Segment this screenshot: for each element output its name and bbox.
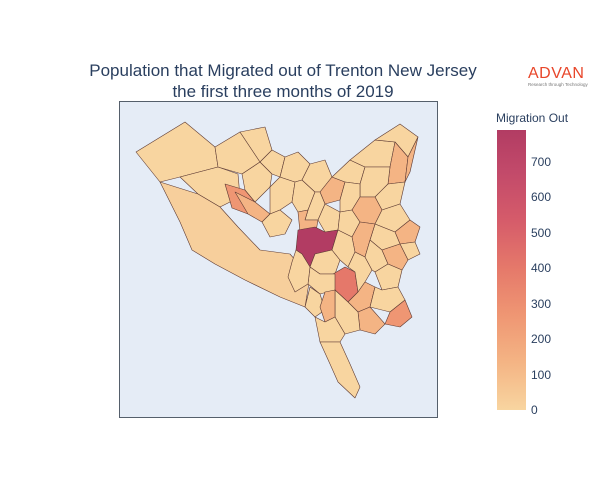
chart-title-line1: Population that Migrated out of Trenton … [89,61,477,80]
tract-north-7[interactable] [404,136,419,183]
tract-southeast-3[interactable] [384,299,413,328]
tract-north-4[interactable] [349,139,396,168]
tract-southwest-3[interactable] [319,289,336,323]
logo-tagline: Research through Technology [528,82,588,87]
colorbar-tick-label: 600 [531,190,552,205]
tract-south-7[interactable] [374,263,403,291]
choropleth-map[interactable] [120,102,439,419]
advan-logo: ADVAN Research through Technology [528,66,594,88]
colorbar-title: Migration Out [496,111,569,125]
map-plot-area[interactable] [119,101,438,418]
colorbar-tick-label: 500 [531,225,552,240]
colorbar-tick-label: 300 [531,296,552,311]
tract-west-3[interactable] [159,181,311,308]
colorbar-gradient [497,130,526,410]
chart-title-line2: the first three months of 2019 [172,82,394,101]
tract-south-6[interactable] [381,243,409,271]
colorbar-tick-label: 400 [531,261,552,276]
colorbar-tick-label: 0 [531,403,538,417]
chart-title: Population that Migrated out of Trenton … [0,60,566,102]
logo-wordmark: ADVAN [528,65,585,82]
tract-west-10[interactable] [269,176,296,215]
colorbar-tick-label: 700 [531,154,552,169]
tract-southwest-1[interactable] [287,249,311,293]
colorbar-tick-label: 200 [531,332,552,347]
tract-southwest-5[interactable] [319,341,361,399]
colorbar-tick-label: 100 [531,367,552,382]
tract-southeast-4[interactable] [357,306,386,335]
tract-west-11[interactable] [261,209,293,238]
